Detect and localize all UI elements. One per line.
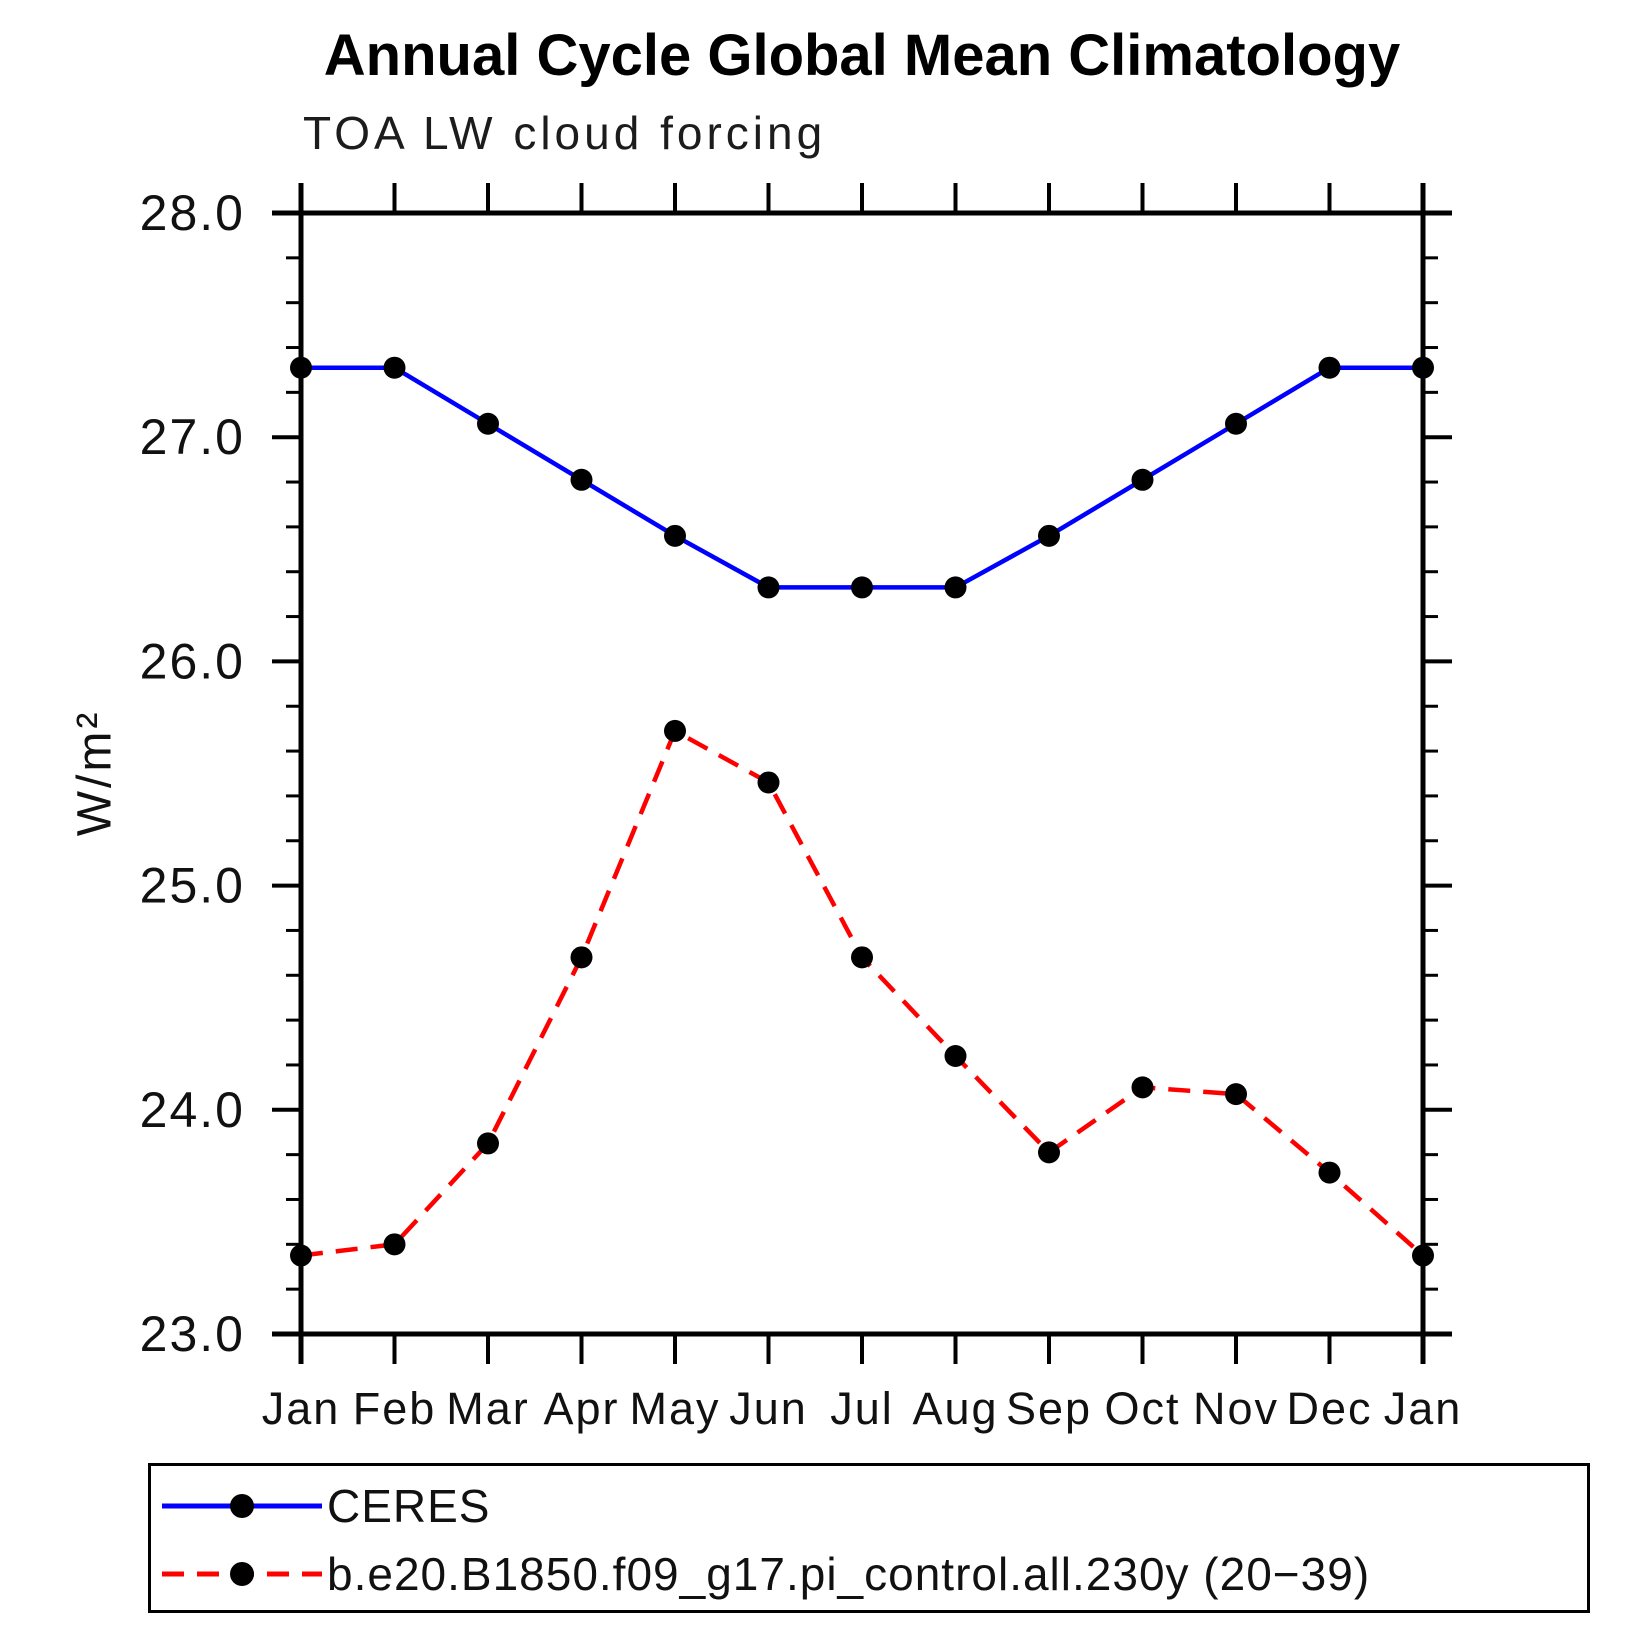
series-line-1 [300, 727, 1425, 1258]
data-point-marker [757, 576, 780, 599]
data-point-marker [1131, 1076, 1154, 1099]
legend-swatch [162, 1494, 322, 1518]
data-point-marker [1412, 1244, 1434, 1267]
y-tick-label: 25.0 [140, 858, 245, 914]
data-point-marker [1318, 356, 1341, 379]
data-point-marker [944, 1044, 967, 1067]
data-point-marker [944, 576, 967, 599]
data-point-marker [570, 946, 593, 969]
x-tick-label: Jun [729, 1383, 808, 1434]
y-tick-label: 28.0 [140, 185, 245, 241]
legend-swatch [162, 1562, 322, 1586]
data-point-marker [1038, 1141, 1060, 1164]
data-point-marker [290, 1244, 312, 1267]
series-line-0 [301, 365, 1423, 590]
legend-series-label: b.e20.B1850.f09_g17.pi_control.all.230y … [327, 1548, 1371, 1600]
chart-title: Annual Cycle Global Mean Climatology [323, 23, 1401, 88]
data-point-marker [477, 1132, 499, 1155]
legend: CERES b.e20.B1850.f09_g17.pi_control.all.… [148, 1463, 1590, 1613]
legend-item: CERES [155, 1480, 491, 1532]
x-tick-label: Mar [446, 1383, 530, 1434]
y-tick-label: 24.0 [140, 1082, 245, 1138]
data-point-marker [851, 946, 873, 969]
x-tick-label: Apr [543, 1383, 619, 1434]
legend-item: b.e20.B1850.f09_g17.pi_control.all.230y … [155, 1548, 1371, 1600]
y-tick-label: 26.0 [140, 633, 245, 689]
data-point-marker [1412, 356, 1434, 379]
x-tick-label: Jan [262, 1383, 341, 1434]
data-point-marker [1225, 412, 1247, 435]
data-point-marker [1038, 524, 1060, 547]
y-tick-label: 23.0 [140, 1306, 245, 1362]
x-tick-label: May [629, 1383, 720, 1434]
data-point-marker [290, 356, 312, 379]
x-tick-label: Jul [830, 1383, 894, 1434]
x-tick-label: Jan [1384, 1383, 1463, 1434]
legend-marker-dot [230, 1494, 254, 1518]
data-point-marker [664, 524, 686, 547]
x-tick-label: Sep [1006, 1383, 1092, 1434]
legend-series-label: CERES [327, 1480, 491, 1532]
data-point-marker [1318, 1161, 1341, 1184]
data-point-marker [383, 1233, 406, 1256]
x-tick-label: Oct [1104, 1383, 1180, 1434]
data-point-marker [664, 719, 686, 742]
x-tick-label: Dec [1286, 1383, 1372, 1434]
data-point-marker [477, 412, 499, 435]
data-point-marker [570, 468, 593, 491]
data-point-marker [383, 356, 406, 379]
x-tick-label: Nov [1193, 1383, 1279, 1434]
data-point-marker [1225, 1083, 1247, 1106]
data-point-marker [851, 576, 873, 599]
x-tick-label: Aug [912, 1383, 998, 1434]
data-point-marker [757, 771, 780, 794]
legend-marker-dot [230, 1562, 254, 1586]
y-tick-label: 27.0 [140, 409, 245, 465]
x-tick-label: Feb [353, 1383, 437, 1434]
data-point-marker [1131, 468, 1154, 491]
chart-subtitle: TOA LW cloud forcing [303, 107, 827, 159]
